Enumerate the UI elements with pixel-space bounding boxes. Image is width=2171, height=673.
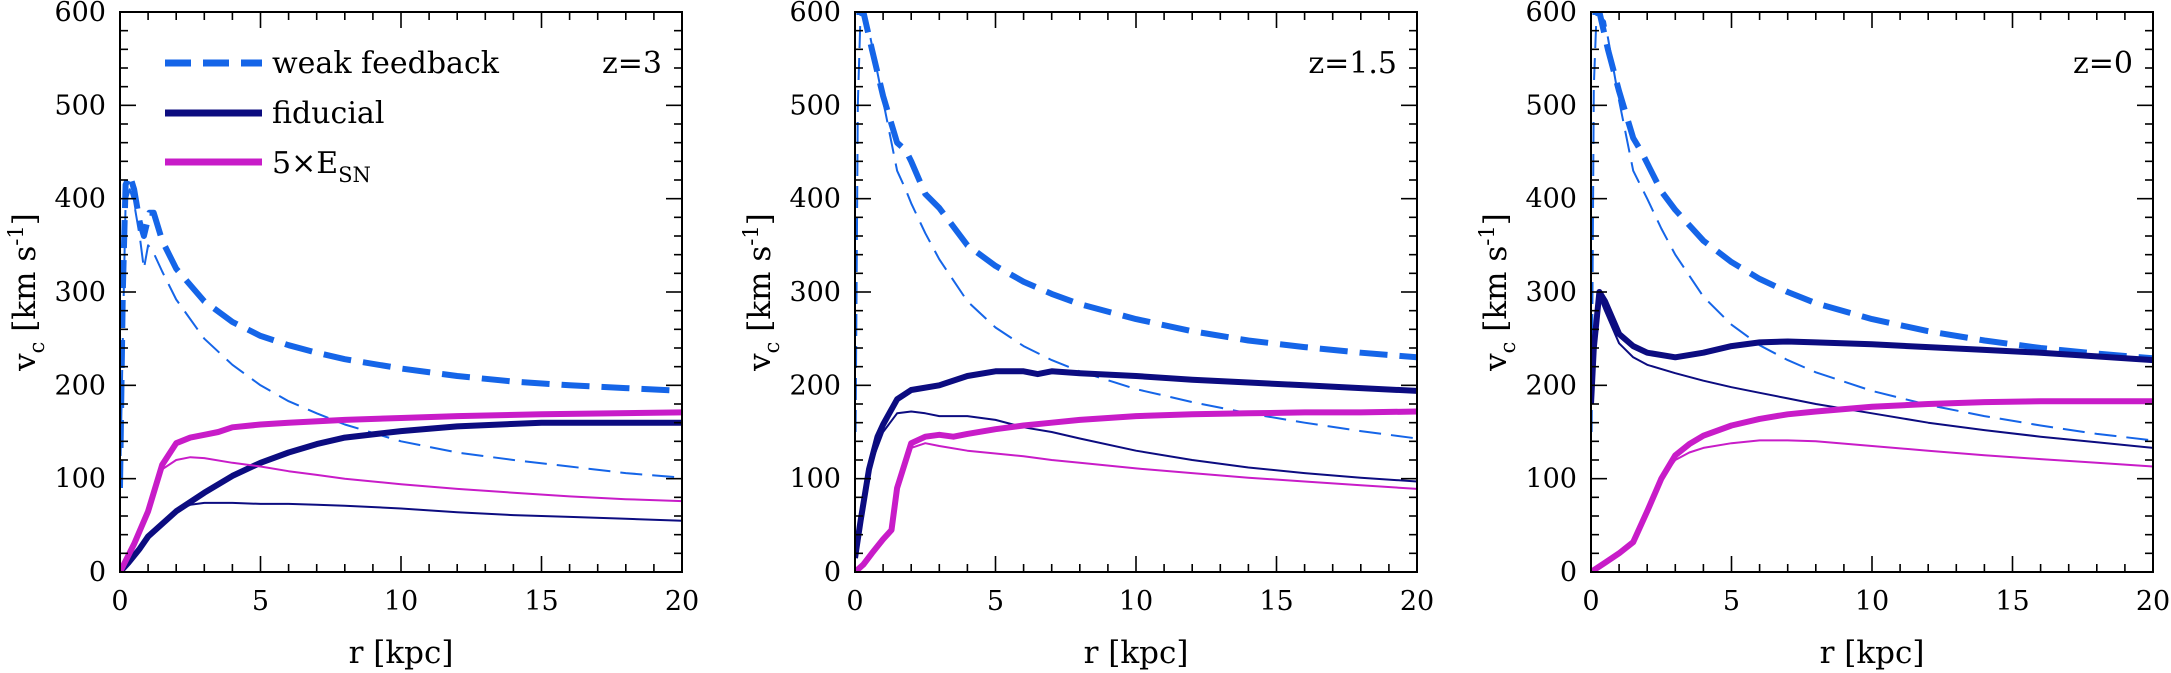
series-group [1591,12,2153,572]
x-axis-label: r [kpc] [1084,635,1189,671]
y-label-close: ] [7,213,43,225]
legend-label-5xesn-sub: SN [338,163,371,187]
plot-frame [119,11,683,573]
x-axis-label: r [kpc] [1820,635,1925,671]
redshift-label: z=1.5 [1308,46,1397,81]
y-label-unit: [km s [7,246,43,342]
legend-label-5xesn: 5×ESN [272,146,371,187]
series-strong-thin [1591,439,2153,572]
y-tick-label: 0 [89,557,106,588]
y-label-main: v [7,353,43,372]
x-tick-label: 0 [846,586,863,617]
y-label-unit: [km s [742,246,778,342]
series-weak-thin [855,12,1417,440]
y-tick-label: 600 [1525,0,1577,28]
series-strong-thick [1591,398,2153,572]
y-tick-label: 500 [1525,90,1577,121]
legend: weak feedback fiducial 5×ESN [165,46,500,187]
y-axis-label: vc [km s-1] [739,213,784,372]
y-axis-label: vc [km s-1] [1475,213,1520,372]
x-tick-label: 0 [1582,586,1599,617]
y-label-sub: c [25,342,49,354]
y-label-exp: -1 [4,225,28,245]
y-tick-label: 400 [1525,184,1577,215]
legend-label-fiducial: fiducial [272,96,384,131]
series-fiducial-thin [1591,295,2153,449]
x-tick-label: 20 [2136,586,2170,617]
redshift-label: z=3 [602,46,662,81]
x-tick-label: 0 [111,586,128,617]
series-fiducial-thin [120,501,682,572]
y-tick-label: 500 [54,90,106,121]
x-tick-label: 15 [1259,586,1293,617]
y-tick-label: 500 [789,90,841,121]
x-tick-label: 5 [987,586,1004,617]
plot-frame [1590,11,2154,573]
x-axis-label: r [kpc] [349,635,454,671]
y-tick-label: 0 [1560,557,1577,588]
x-tick-label: 5 [1723,586,1740,617]
y-tick-label: 200 [54,370,106,401]
y-tick-label: 100 [54,464,106,495]
x-tick-label: 20 [1400,586,1434,617]
series-fiducial-thick [1591,289,2153,405]
legend-label-weak-feedback: weak feedback [272,46,500,81]
series-weak-thin [120,188,682,489]
y-tick-label: 0 [824,557,841,588]
y-label-sub: c [1496,342,1520,354]
y-label-close: ] [1478,213,1514,225]
x-tick-label: 20 [665,586,699,617]
x-tick-label: 15 [524,586,558,617]
series-weak-thin [1591,12,2153,442]
series-group [120,172,682,572]
series-group [855,12,1417,572]
series-strong-thin [855,442,1417,572]
redshift-label: z=0 [2073,46,2133,81]
y-tick-label: 200 [789,370,841,401]
y-tick-label: 600 [54,0,106,28]
y-tick-label: 100 [789,464,841,495]
y-tick-label: 300 [54,277,106,308]
series-strong-thick [855,408,1417,572]
series-fiducial-thick [855,368,1417,559]
series-weak-thick [1592,12,2153,362]
y-label-unit: [km s [1478,246,1514,342]
y-tick-label: 600 [789,0,841,28]
y-label-main: v [742,353,778,372]
y-label-exp: -1 [739,225,763,245]
plot-frame [854,11,1418,573]
x-tick-label: 15 [1995,586,2029,617]
y-label-sub: c [760,342,784,354]
y-axis-label: vc [km s-1] [4,213,49,372]
series-weak-thick [856,12,1417,361]
y-tick-label: 300 [1525,277,1577,308]
y-tick-label: 200 [1525,370,1577,401]
y-label-close: ] [742,213,778,225]
y-tick-label: 300 [789,277,841,308]
x-tick-label: 10 [1119,586,1153,617]
x-tick-label: 5 [252,586,269,617]
y-label-main: v [1478,353,1514,372]
series-weak-thick [120,172,682,489]
x-tick-label: 10 [1855,586,1889,617]
series-fiducial-thin [855,410,1417,559]
x-tick-label: 10 [384,586,418,617]
y-tick-label: 100 [1525,464,1577,495]
series-strong-thin [120,456,682,572]
y-label-exp: -1 [1475,225,1499,245]
y-tick-label: 400 [789,184,841,215]
legend-label-5xesn-main: 5×E [272,146,338,181]
y-tick-label: 400 [54,184,106,215]
